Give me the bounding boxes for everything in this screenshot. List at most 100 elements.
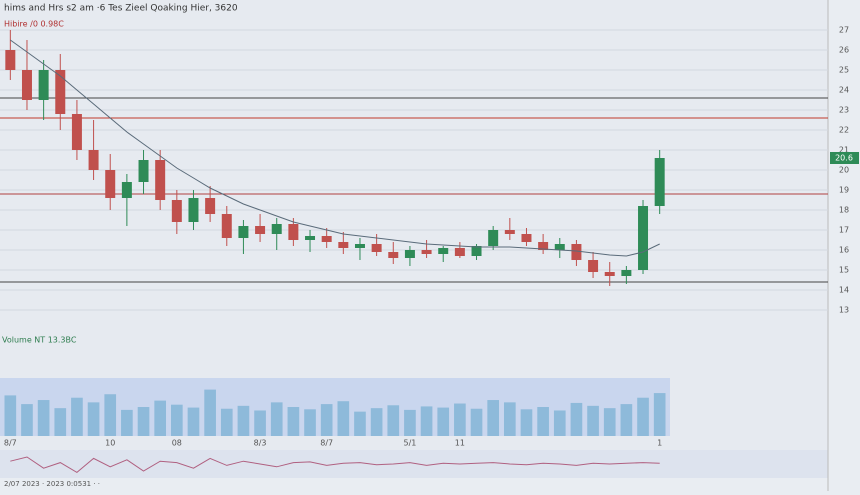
candle-body	[454, 248, 465, 256]
last-price-label: 20.6	[835, 154, 853, 163]
y-tick-label: 23	[839, 106, 849, 115]
candle-body	[654, 158, 665, 206]
moving-average	[10, 39, 660, 257]
candle-body	[271, 224, 282, 234]
volume-bar	[71, 397, 83, 436]
candle-body	[638, 206, 649, 270]
volume-bar	[570, 402, 583, 436]
volume-bar	[104, 394, 117, 436]
volume-bar	[121, 409, 133, 436]
candle-body	[588, 260, 599, 272]
volume-bar	[270, 402, 283, 436]
volume-bar	[637, 397, 649, 436]
volume-bar	[653, 393, 666, 436]
candle-body	[171, 200, 182, 222]
volume-bar	[520, 409, 533, 436]
x-tick-label: 8/7	[4, 439, 17, 448]
candle-body	[288, 224, 299, 240]
volume-bar	[404, 409, 416, 436]
volume-bar	[503, 402, 516, 436]
volume-label: Volume NT 13.3BC	[2, 336, 77, 345]
candle-body	[404, 250, 415, 258]
volume-bar	[187, 407, 200, 436]
volume-bar	[21, 404, 33, 436]
x-tick-label: 10	[105, 439, 115, 448]
volume-bar	[437, 407, 450, 436]
y-tick-label: 26	[839, 46, 849, 55]
x-tick-label: 11	[455, 439, 465, 448]
y-tick-label: 19	[839, 186, 849, 195]
candle-body	[471, 246, 482, 256]
candle-body	[305, 236, 316, 240]
candle-body	[238, 226, 249, 238]
volume-bar	[537, 407, 549, 436]
volume-bar	[587, 405, 599, 436]
volume-bar	[420, 406, 433, 436]
candle-body	[338, 242, 349, 248]
candle-body	[488, 230, 499, 246]
candle-body	[105, 170, 116, 198]
y-tick-label: 17	[839, 226, 849, 235]
candle-body	[621, 270, 632, 276]
volume-bar	[337, 401, 350, 436]
chart-title: hims and Hrs s2 am ·6 Tes Zieel Qoaking …	[4, 4, 238, 14]
candle-body	[188, 198, 199, 222]
candle-body	[554, 244, 565, 250]
volume-bar	[137, 407, 150, 436]
y-tick-label: 22	[839, 126, 849, 135]
oscillator-background	[0, 450, 828, 478]
candle-body	[504, 230, 515, 234]
y-tick-label: 15	[839, 266, 849, 275]
volume-bar	[254, 410, 266, 436]
volume-bar	[4, 395, 17, 436]
volume-background	[0, 378, 670, 436]
volume-bar	[237, 405, 250, 436]
volume-bar	[553, 410, 566, 436]
volume-bar	[220, 408, 233, 436]
y-tick-label: 16	[839, 246, 849, 255]
x-tick-label: 1	[657, 439, 662, 448]
volume-bar	[370, 408, 383, 436]
volume-bar	[354, 411, 366, 436]
candle-body	[521, 234, 532, 242]
y-tick-label: 13	[839, 306, 849, 315]
volume-bar	[620, 404, 633, 436]
y-tick-label: 24	[839, 86, 849, 95]
candle-body	[571, 244, 582, 260]
volume-bar	[454, 403, 466, 436]
y-tick-label: 18	[839, 206, 849, 215]
candle-body	[21, 70, 32, 100]
volume-bar	[470, 408, 483, 436]
candle-body	[5, 50, 16, 70]
y-tick-label: 21	[839, 146, 849, 155]
volume-bar	[487, 400, 500, 436]
candle-body	[88, 150, 99, 170]
volume-bar	[320, 404, 333, 436]
volume-bar	[87, 402, 100, 436]
x-tick-label: 8/7	[320, 439, 333, 448]
volume-bar	[287, 407, 300, 436]
chart-subtitle: Hibire /0 0.98C	[4, 20, 64, 29]
last-price-tag	[830, 152, 859, 164]
candle-body	[138, 160, 149, 182]
candle-body	[538, 242, 549, 250]
candle-body	[221, 214, 232, 238]
x-tick-label: 8/3	[254, 439, 267, 448]
y-tick-label: 25	[839, 66, 849, 75]
candle-body	[604, 272, 615, 276]
candle-body	[354, 244, 365, 248]
candle-body	[321, 236, 332, 242]
y-tick-label: 20	[839, 166, 849, 175]
volume-bar	[304, 409, 316, 436]
x-tick-label: 08	[172, 439, 182, 448]
footer: 2/07 2023 · 2023 0:0531 · ·	[4, 480, 100, 488]
candle-body	[121, 182, 132, 198]
volume-bar	[154, 400, 167, 436]
candle-body	[71, 114, 82, 150]
volume-bar	[37, 400, 50, 436]
oscillator-line	[10, 456, 660, 474]
candle-body	[421, 250, 432, 254]
candle-body	[38, 70, 49, 100]
